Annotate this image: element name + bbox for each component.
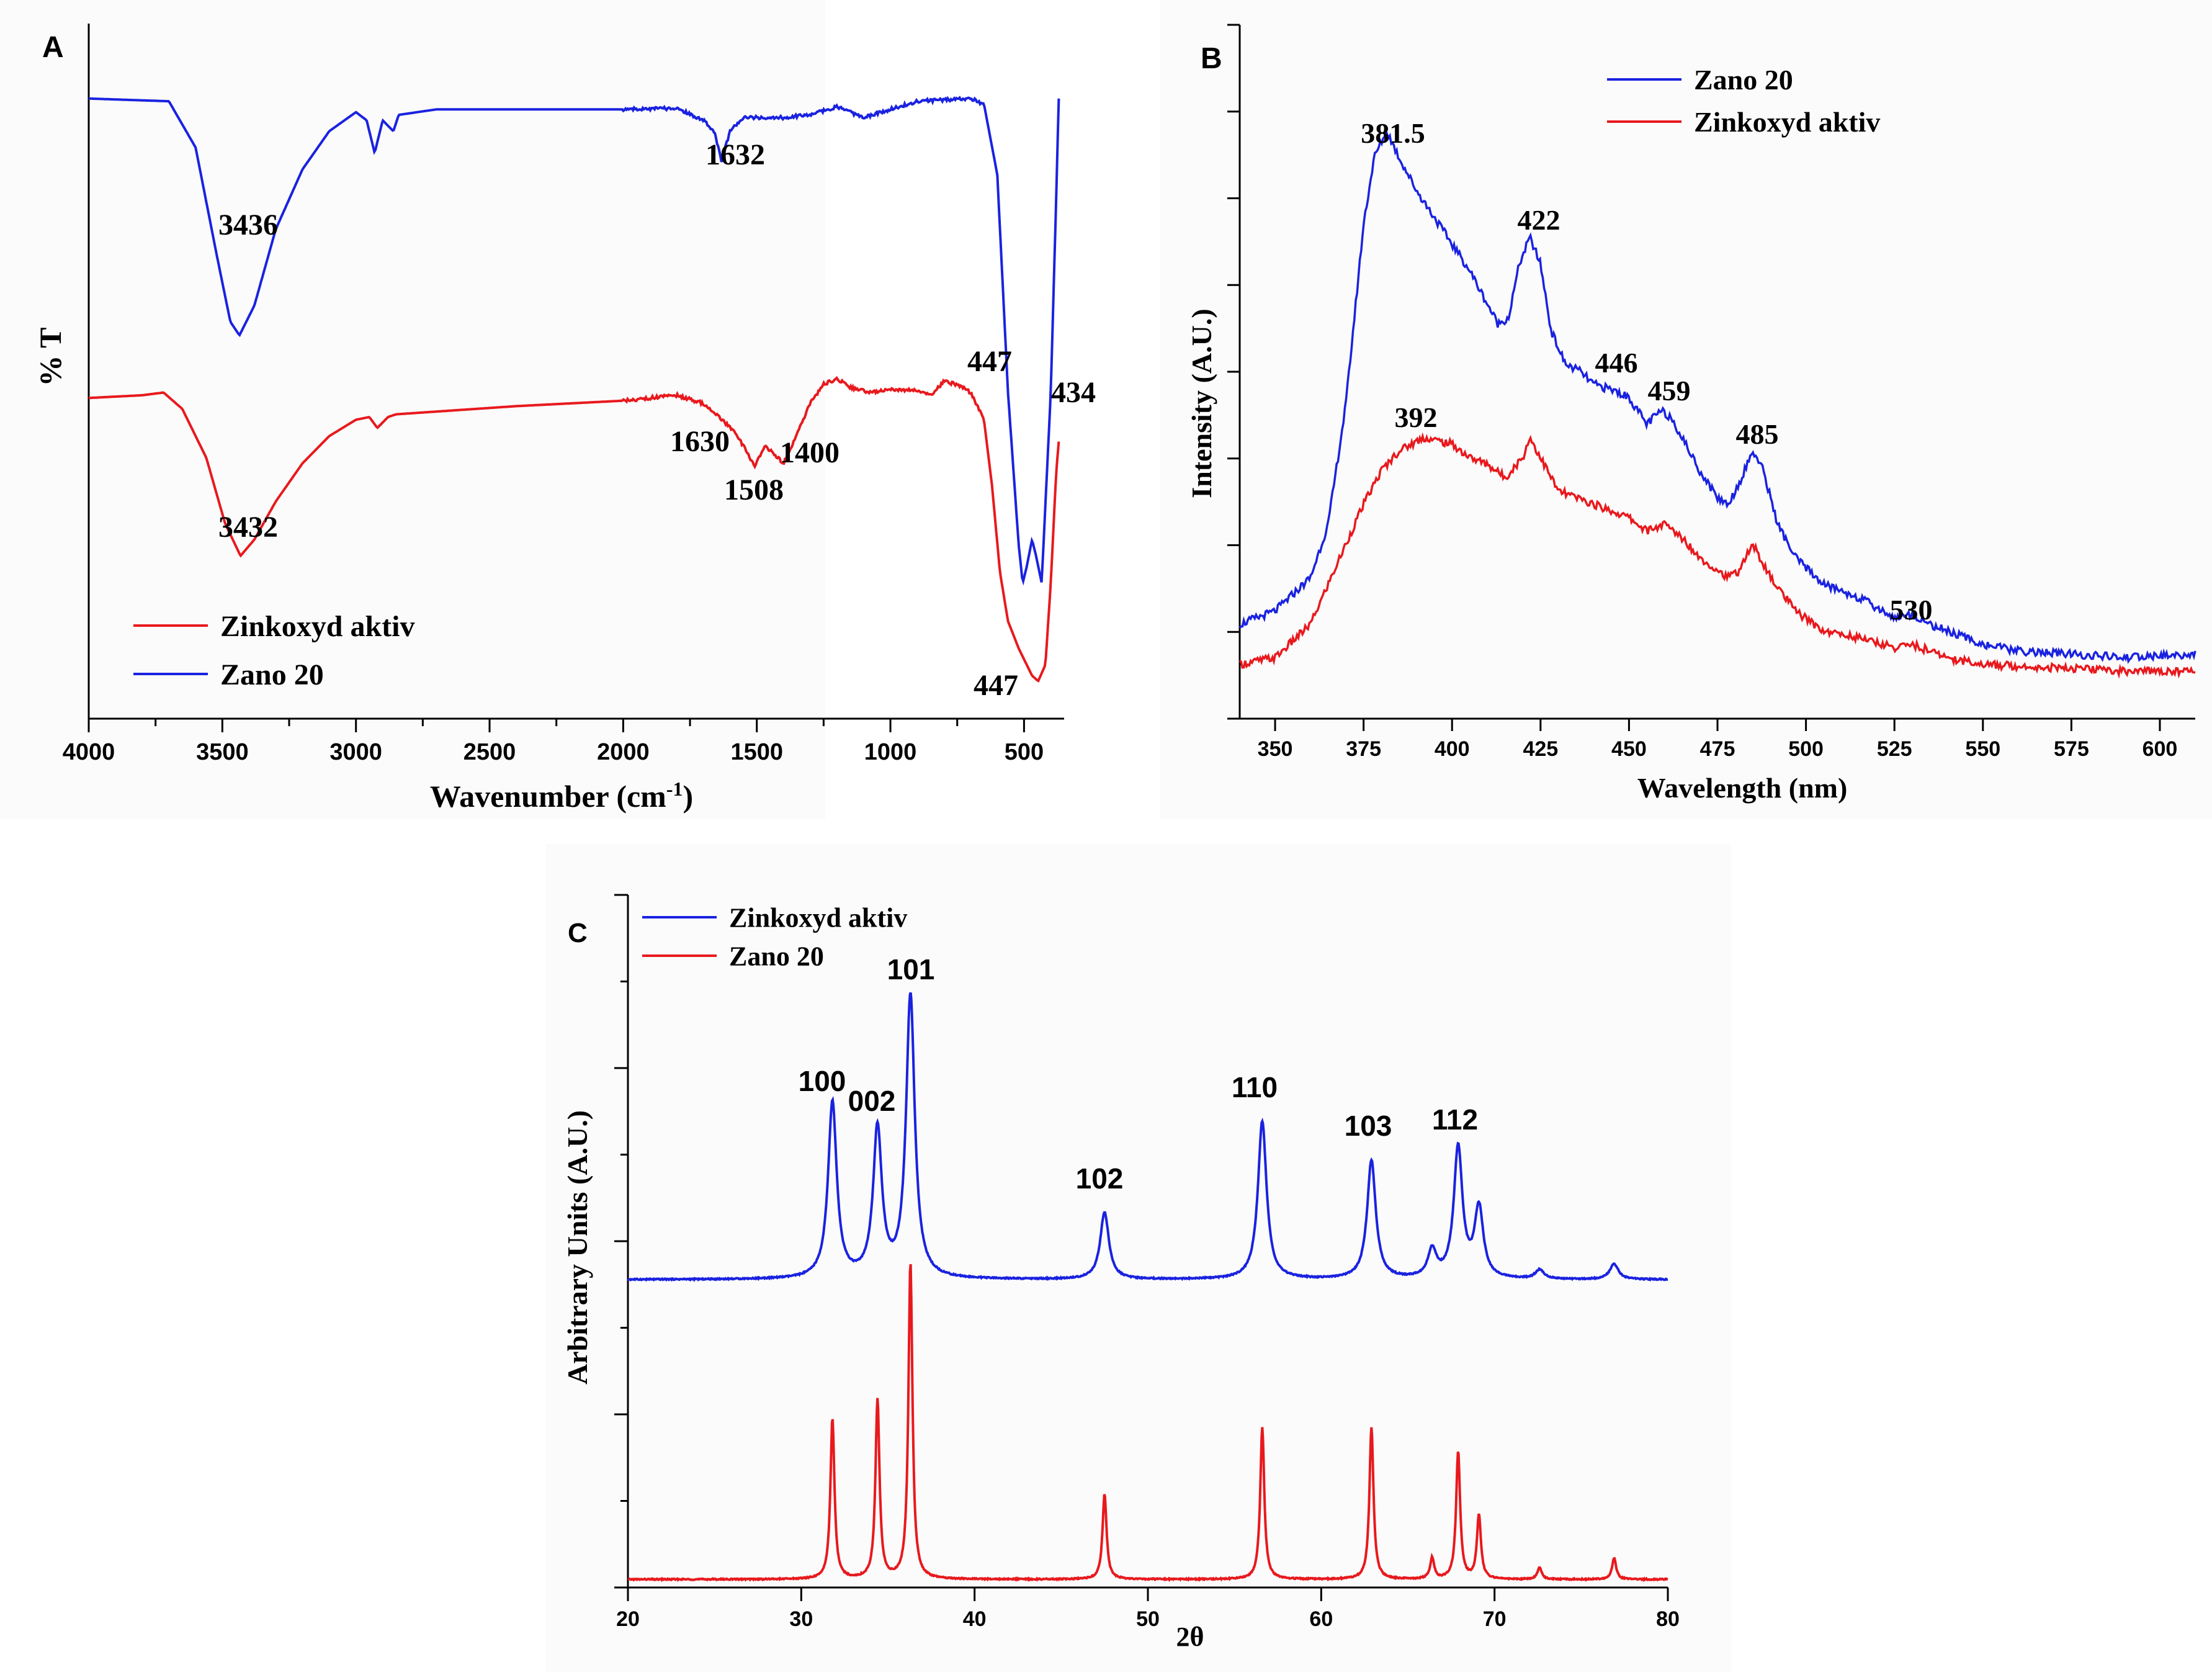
- panel-c-x-tick-label: 20: [616, 1607, 640, 1631]
- panel-a-ylabel: % T: [33, 328, 68, 387]
- panel-a-series-line: [88, 375, 1060, 683]
- panel-b-peak-label: 422: [1518, 204, 1560, 236]
- panel-a-peak-label: 447: [974, 669, 1018, 702]
- panel-b-peak-label: 446: [1595, 347, 1638, 379]
- panel-a-x-tick-label: 500: [1005, 739, 1044, 765]
- panel-c-peak-label: 100: [799, 1065, 846, 1097]
- panel-c-x-tick-label: 60: [1309, 1607, 1333, 1631]
- panel-c-peak-label: 002: [848, 1085, 896, 1117]
- panel-a-peak-label: 1508: [724, 474, 784, 506]
- panel-b-legend-label: Zinkoxyd aktiv: [1694, 106, 1880, 138]
- panel-b-letter: B: [1201, 42, 1222, 75]
- panel-c-peak-label: 103: [1345, 1110, 1392, 1142]
- panel-a-legend-label: Zano 20: [220, 658, 324, 691]
- panel-a-x-tick-label: 4000: [63, 739, 115, 765]
- panel-a-xlabel: Wavenumber (cm-1): [430, 778, 693, 814]
- panel-b-peak-label: 392: [1395, 402, 1438, 433]
- panel-a-peak-label: 1630: [670, 425, 730, 458]
- panel-c-letter: C: [568, 918, 588, 948]
- panel-a-peak-label: 3436: [218, 209, 278, 241]
- panel-c-background: [546, 844, 1731, 1672]
- panel-c-xlabel: 2θ: [1176, 1622, 1204, 1652]
- panel-a-x-tick-label: 1500: [730, 739, 783, 765]
- panel-a-peak-label: 447: [967, 345, 1012, 378]
- panel-b-peak-label: 530: [1890, 594, 1933, 626]
- panel-b-peak-label: 485: [1736, 418, 1779, 450]
- panel-a-peak-label: 1632: [705, 138, 765, 171]
- panel-c-ylabel: Arbitrary Units (A.U.): [562, 1110, 593, 1385]
- panel-b-peak-label: 459: [1648, 375, 1691, 406]
- panel-c-peak-label: 110: [1232, 1071, 1278, 1103]
- panel-b-x-tick-label: 600: [2143, 737, 2178, 761]
- panel-b-ylabel: Intensity (A.U.): [1186, 308, 1217, 498]
- panel-a-x-tick-label: 3000: [329, 739, 382, 765]
- panel-a-peak-label: 1400: [780, 436, 840, 469]
- panel-b-peak-label: 381.5: [1361, 117, 1425, 149]
- panel-b: B Intensity (A.U.) Wavelength (nm) 350 37…: [1186, 24, 2196, 804]
- panel-b-x-tick-label: 350: [1258, 737, 1293, 761]
- panel-b-x-tick-label: 375: [1346, 737, 1381, 761]
- panel-b-series-line: [1238, 127, 2196, 664]
- panel-c-legend-label: Zinkoxyd aktiv: [729, 902, 907, 933]
- panel-c-x-tick-label: 80: [1656, 1607, 1680, 1631]
- panel-b-legend-label: Zano 20: [1694, 64, 1793, 96]
- panel-a-x-tick-label: 2500: [463, 739, 516, 765]
- panel-a-x-tick-label: 1000: [864, 739, 917, 765]
- panel-b-background: [1160, 0, 2212, 819]
- panel-c-series-line: [628, 1264, 1668, 1583]
- panel-a-legend-label: Zinkoxyd aktiv: [220, 610, 414, 643]
- panel-a-x-tick-label: 3500: [196, 739, 249, 765]
- panel-a-peak-label: 434: [1051, 376, 1096, 409]
- panel-c-x-tick-label: 70: [1483, 1607, 1507, 1631]
- panel-c-peak-label: 102: [1076, 1162, 1124, 1195]
- panel-a-background: [0, 0, 825, 819]
- panel-c-x-tick-label: 30: [789, 1607, 813, 1631]
- panel-c-legend-label: Zano 20: [729, 941, 824, 971]
- panel-c-x-tick-label: 40: [963, 1607, 987, 1631]
- panel-b-x-tick-label: 425: [1523, 737, 1558, 761]
- panel-b-x-tick-label: 575: [2054, 737, 2089, 761]
- panel-b-series-line: [1238, 432, 2196, 679]
- panel-c: C Arbitrary Units (A.U.) 2θ 20 30 40 50 60 70…: [562, 894, 1680, 1652]
- panel-b-x-tick-label: 400: [1435, 737, 1470, 761]
- panel-c-peak-label: 112: [1432, 1103, 1478, 1136]
- panel-a-series-line: [89, 96, 1060, 586]
- panel-c-x-tick-label: 50: [1136, 1607, 1160, 1631]
- panel-b-x-tick-label: 525: [1877, 737, 1912, 761]
- panel-b-x-tick-label: 450: [1611, 737, 1647, 761]
- panel-a-x-tick-label: 2000: [597, 739, 650, 765]
- panel-a-peak-label: 3432: [218, 511, 278, 544]
- panel-c-peak-label: 101: [887, 953, 935, 986]
- panel-a-letter: A: [42, 31, 64, 64]
- panel-a: A % T Wavenumber (cm-1) 4000 3500 3000 2500…: [33, 24, 1096, 814]
- panel-b-x-tick-label: 475: [1700, 737, 1735, 761]
- panel-c-series-line: [627, 992, 1668, 1282]
- panel-b-x-tick-label: 550: [1965, 737, 2000, 761]
- panel-b-xlabel: Wavelength (nm): [1637, 772, 1848, 804]
- panel-b-x-tick-label: 500: [1788, 737, 1824, 761]
